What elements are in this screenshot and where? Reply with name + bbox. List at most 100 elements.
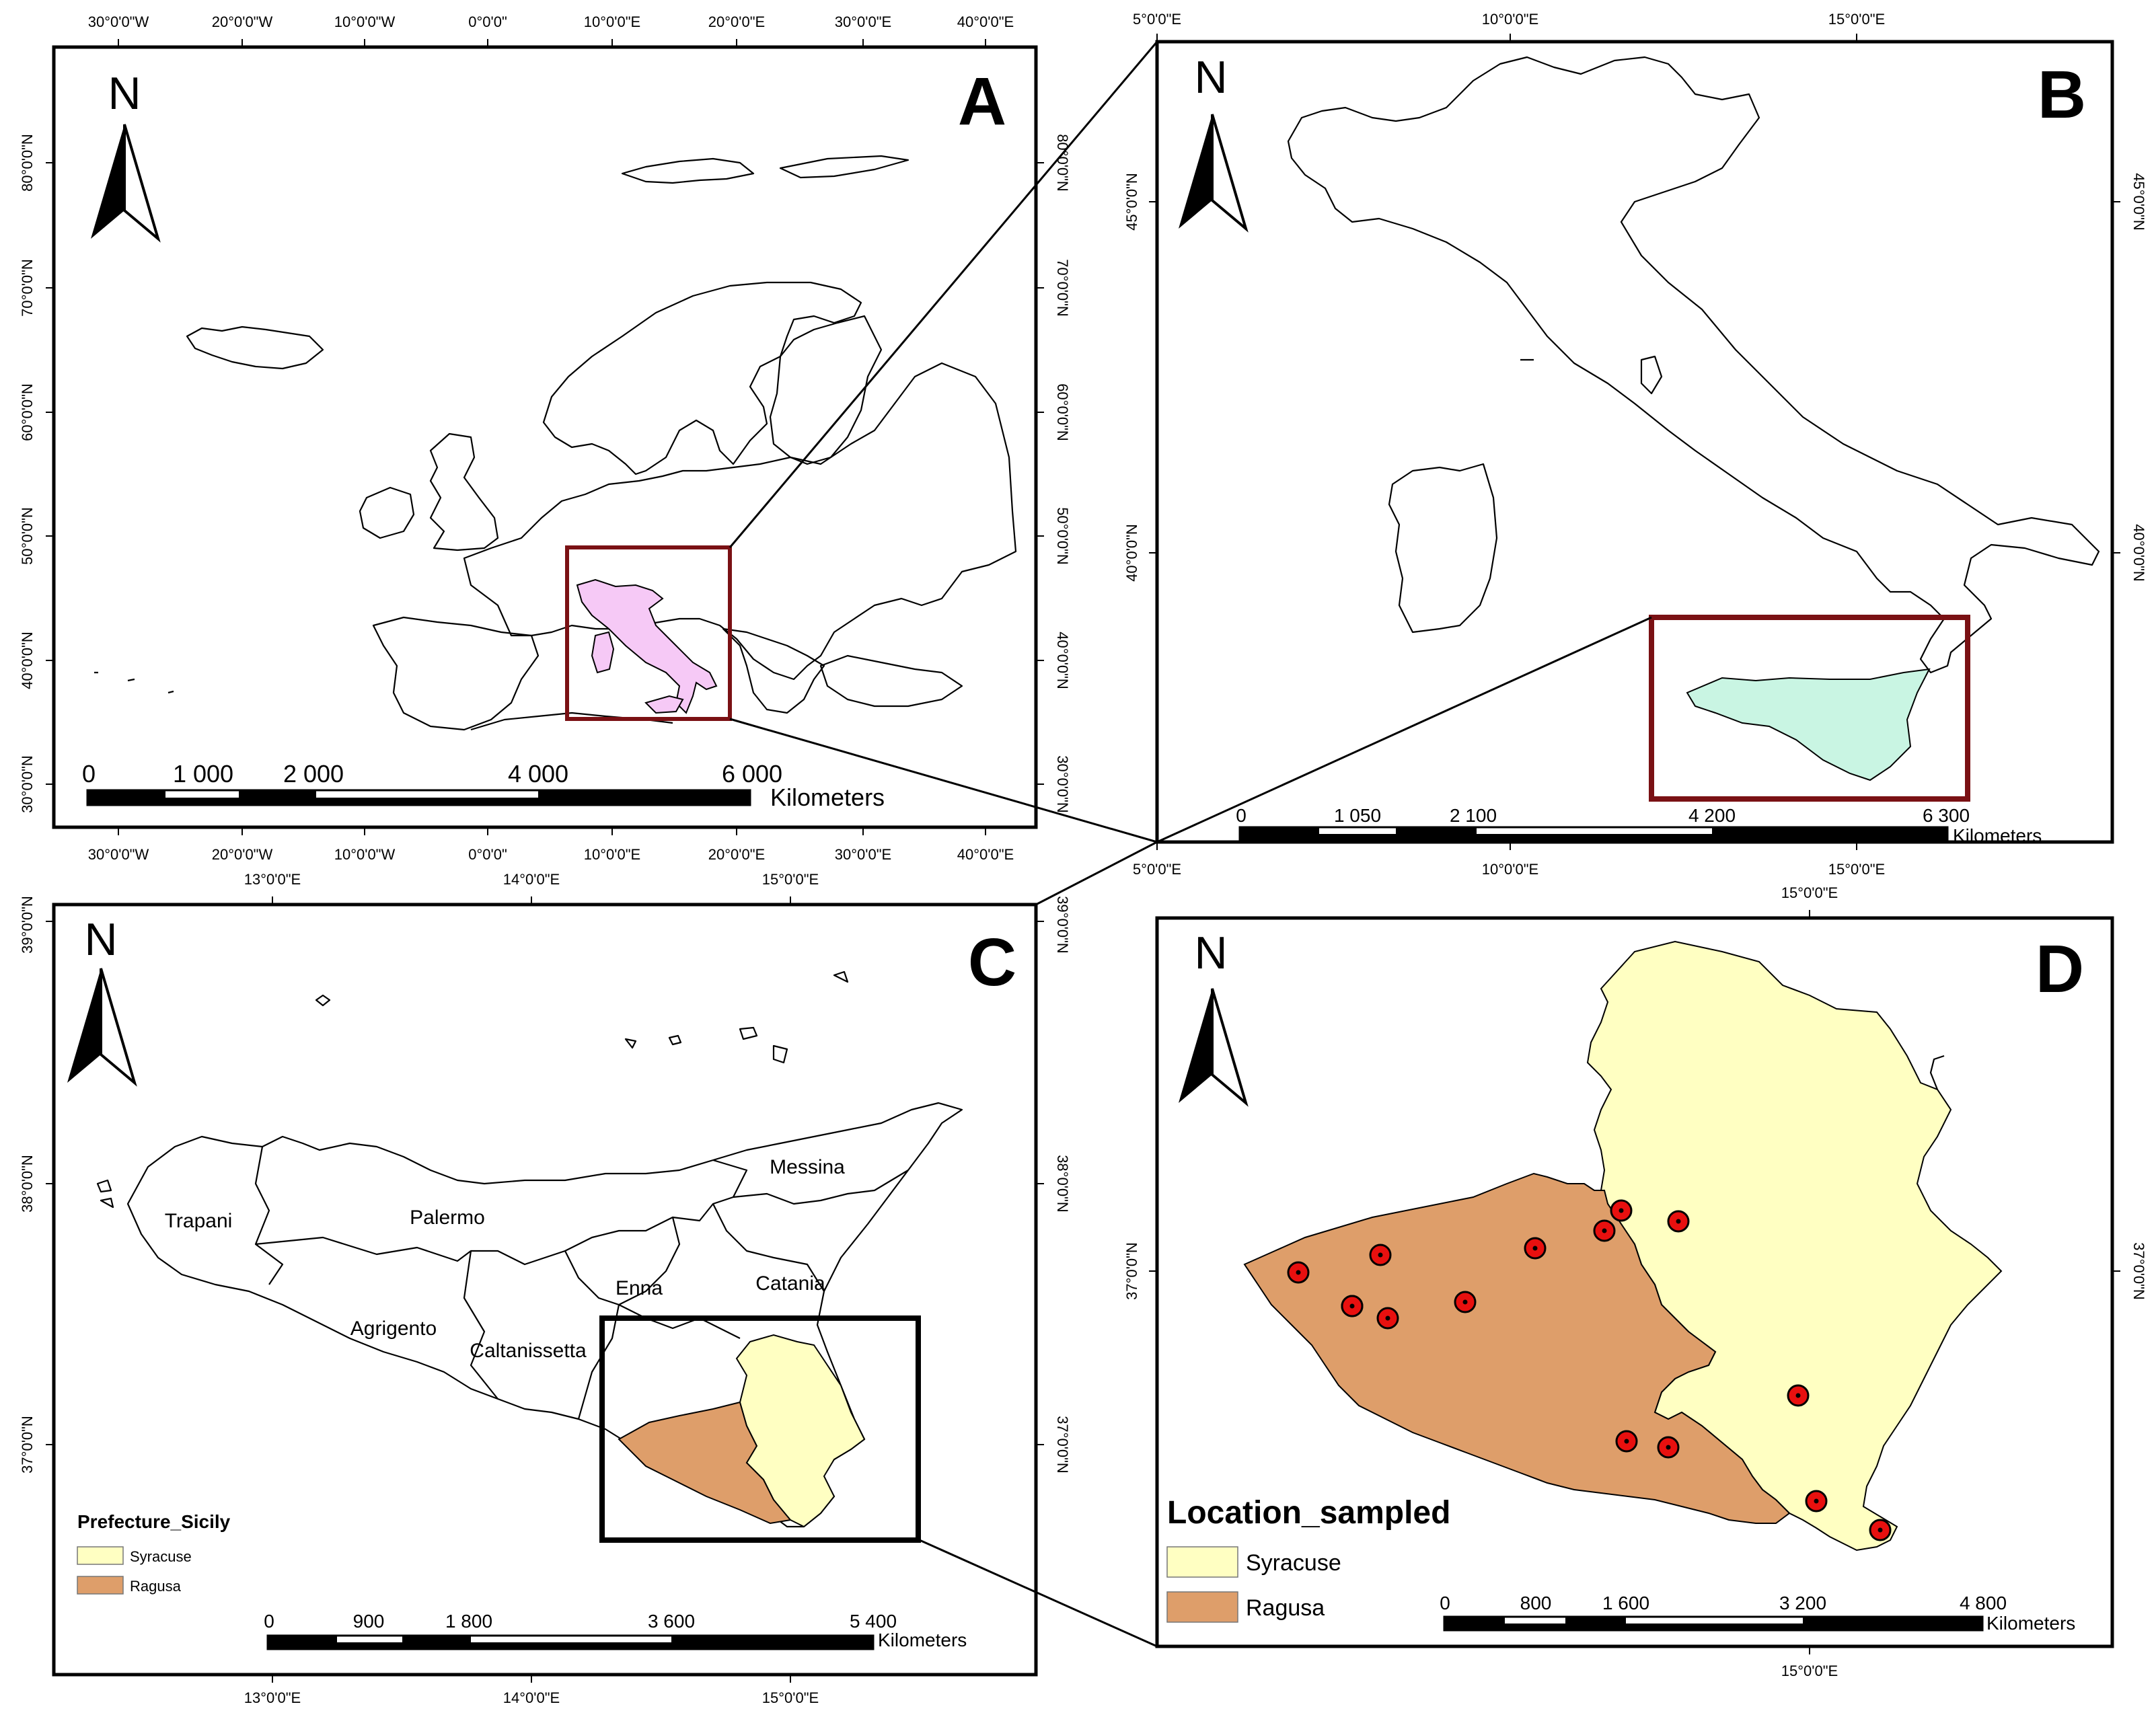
sample-point-center (1619, 1208, 1624, 1213)
balkans-outline (722, 627, 825, 714)
sample-point-center (1378, 1252, 1383, 1258)
panel-b-scale-label-1: 0 (1236, 805, 1247, 826)
panel-c-bottom-tick-1: 13°0'0"E (244, 1689, 301, 1706)
sample-point-center (1462, 1299, 1468, 1305)
panel-a-scale-label-4: 4 000 (508, 760, 568, 788)
panel-c-frame (52, 903, 1038, 1677)
panel-c-legend-swatch-ragusa (77, 1576, 124, 1595)
panel-b-scale-label-2: 1 050 (1334, 805, 1381, 826)
panel-a-scale-unit: Kilometers (770, 784, 885, 811)
panel-a-top-tick-8: 40°0'0"E (957, 13, 1014, 30)
panel-b-bottom-tick-1: 5°0'0"E (1133, 861, 1181, 878)
north-africa-coast (470, 712, 673, 731)
panel-d-scale-label-2: 800 (1520, 1593, 1552, 1613)
panel-a-bottom-tick-4: 0°0'0" (468, 846, 507, 863)
panel-d-left-lat-1: 37°0'0"N (1123, 1242, 1140, 1300)
panel-b-scale-label-3: 2 100 (1450, 805, 1497, 826)
panel-d-north-label: N (1194, 927, 1227, 979)
province-label-caltanissetta: Caltanissetta (470, 1340, 587, 1362)
panel-d-letter: D (2036, 931, 2084, 1007)
connector-lines (729, 41, 1652, 1648)
panel-c-legend: Prefecture_Sicily Syracuse Ragusa (77, 1511, 231, 1595)
panel-d-frame (1155, 916, 2114, 1648)
aeolian-islands (315, 970, 849, 1064)
panel-b-letter: B (2038, 57, 2086, 132)
panel-a-right-lat-3: 60°0'0"N (1054, 383, 1071, 441)
corsica-outline (1640, 355, 1663, 395)
panel-a-bottom-tick-6: 20°0'0"E (708, 846, 765, 863)
panel-d-bottom-tick-1: 15°0'0"E (1781, 1663, 1838, 1679)
sardinia-outline (1388, 463, 1498, 634)
sample-point-center (1349, 1303, 1355, 1309)
panel-a-top-tick-5: 10°0'0"E (584, 13, 640, 30)
panel-c-scale-bar (266, 1634, 875, 1650)
panel-a-left-lat-5: 40°0'0"N (19, 632, 36, 689)
panel-c-letter: C (968, 925, 1016, 1000)
sample-point-center (1296, 1270, 1301, 1275)
panel-b-scale-unit: Kilometers (1953, 825, 2042, 846)
panel-c-right-lat-3: 37°0'0"N (1054, 1416, 1071, 1474)
panel-c-left-lat-3: 37°0'0"N (19, 1416, 36, 1474)
panel-d-scale-label-4: 3 200 (1779, 1593, 1826, 1613)
panel-b-north-label: N (1194, 52, 1227, 103)
novaya-zemlya-outline (779, 155, 909, 179)
panel-a-left-lat-3: 60°0'0"N (19, 383, 36, 441)
panel-d: 15°0'0"E 15°0'0"E 37°0'0"N 37°0'0"N N D … (1123, 884, 2147, 1679)
sample-point-center (1385, 1315, 1390, 1321)
finland-russia-outline (769, 315, 883, 465)
panel-a-top-tick-1: 30°0'0"W (88, 13, 149, 30)
great-britain-outline (429, 432, 499, 551)
panel-b: 5°0'0"E 10°0'0"E 15°0'0"E 5°0'0"E 10°0'0… (1123, 11, 2147, 878)
panel-b-scale-bar (1238, 826, 1949, 842)
sample-point-center (1878, 1527, 1883, 1533)
egadi-islands (96, 1179, 114, 1209)
sardinia-highlight (591, 631, 615, 674)
iceland-outline (186, 326, 324, 370)
panel-b-top-tick-2: 10°0'0"E (1482, 11, 1538, 28)
panel-a-top-tick-7: 30°0'0"E (835, 13, 891, 30)
panel-a-letter: A (958, 64, 1006, 139)
panel-c-scale-label-1: 0 (264, 1611, 274, 1632)
panel-b-frame (1155, 40, 2114, 844)
panel-a-bottom-tick-3: 10°0'0"W (334, 846, 396, 863)
panel-a-inset-box (565, 545, 732, 721)
panel-d-legend-syracuse: Syracuse (1246, 1550, 1341, 1576)
sicily-highlight-a (644, 695, 684, 714)
panel-c-top-tick-1: 13°0'0"E (244, 871, 301, 888)
panel-a-frame (52, 45, 1038, 829)
panel-c-bottom-tick-2: 14°0'0"E (503, 1689, 560, 1706)
sample-points (1287, 1199, 1892, 1541)
panel-c-scale-label-2: 900 (353, 1611, 385, 1632)
catania-coast-d (1929, 1055, 1945, 1090)
panel-c-top-tick-2: 14°0'0"E (503, 871, 560, 888)
sicily-highlight-b (1686, 668, 1931, 781)
panel-a: 30°0'0"W 20°0'0"W 10°0'0"W 0°0'0" 10°0'0… (19, 13, 1071, 863)
panel-a-scale-label-2: 1 000 (173, 760, 233, 788)
panel-c-legend-swatch-syracuse (77, 1546, 124, 1565)
panel-a-top-tick-4: 0°0'0" (468, 13, 507, 30)
panel-d-right-lat-1: 37°0'0"N (2130, 1242, 2147, 1300)
province-label-trapani: Trapani (165, 1210, 233, 1232)
ireland-outline (359, 486, 415, 539)
panel-d-legend-ragusa: Ragusa (1246, 1595, 1325, 1621)
panel-c-top-tick-3: 15°0'0"E (762, 871, 819, 888)
panel-a-top-tick-3: 10°0'0"W (334, 13, 396, 30)
scandinavia-outline (542, 281, 862, 475)
sample-point-center (1676, 1219, 1681, 1224)
panel-a-right-lat-5: 40°0'0"N (1054, 632, 1071, 689)
panel-c-scale-label-3: 1 800 (445, 1611, 492, 1632)
panel-c-legend-syracuse: Syracuse (130, 1548, 192, 1565)
panel-a-right-lat-1: 80°0'0"N (1054, 134, 1071, 192)
panel-b-left-lat-2: 40°0'0"N (1123, 524, 1140, 582)
panel-c-scale-label-5: 5 400 (850, 1611, 897, 1632)
panel-c-legend-ragusa: Ragusa (130, 1578, 182, 1595)
panel-b-right-lat-1: 45°0'0"N (2130, 173, 2147, 231)
panel-d-ticks (1149, 910, 2120, 1654)
azores-dots (94, 671, 174, 694)
panel-d-scale-unit: Kilometers (1986, 1613, 2075, 1634)
panel-a-bottom-tick-7: 30°0'0"E (835, 846, 891, 863)
panel-a-left-lat-2: 70°0'0"N (19, 259, 36, 317)
panel-c-scale-label-4: 3 600 (648, 1611, 695, 1632)
panel-d-legend: Location_sampled Syracuse Ragusa (1166, 1495, 1450, 1623)
